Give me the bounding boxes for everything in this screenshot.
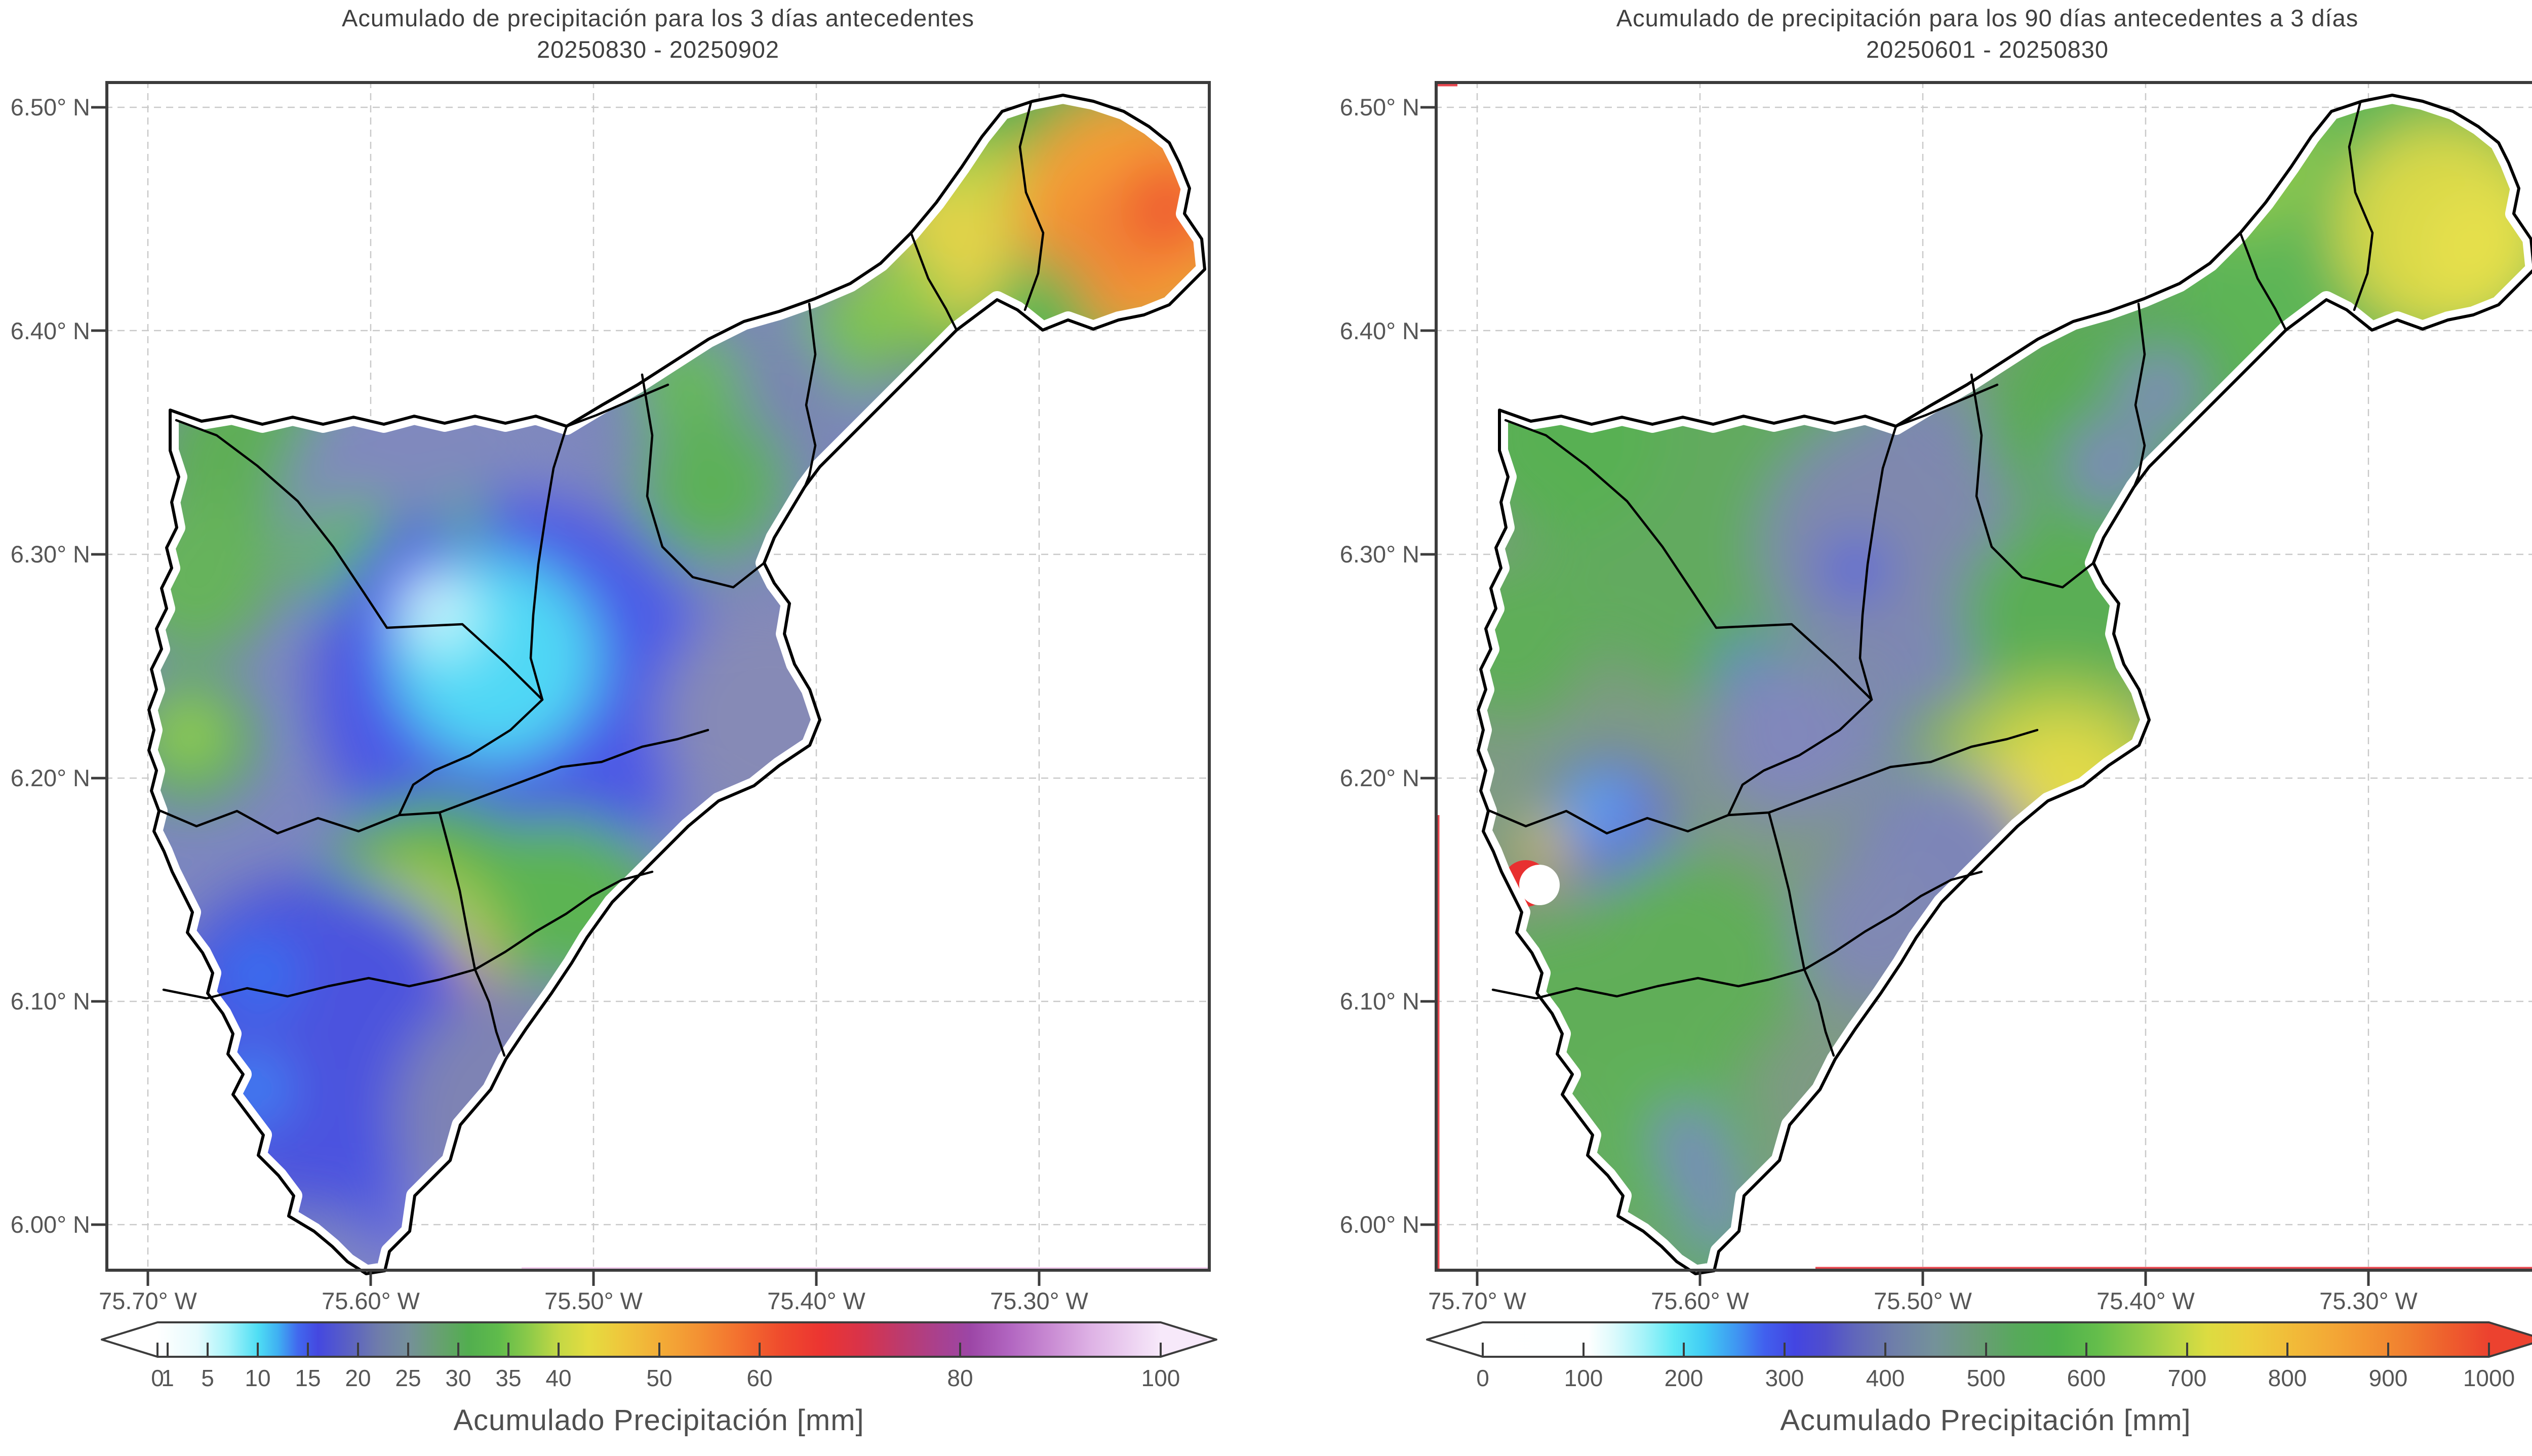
lon-tick-label: 75.30° W [990,1287,1088,1314]
colorbar-tick-label: 0 [1476,1365,1489,1391]
colorbar-tick-label: 0 [151,1365,164,1391]
lat-tick-label: 6.40° N [1339,317,1419,344]
nodata-spot [1519,865,1560,905]
colorbar-tick-label: 300 [1765,1365,1804,1391]
lat-tick-label: 6.50° N [10,94,90,120]
colorbar-tick-label: 20 [345,1365,371,1391]
lon-tick-label: 75.70° W [1428,1287,1526,1314]
colorbar-tick-label: 5 [201,1365,214,1391]
axes-box-left [105,81,1211,1272]
left-panel-subtitle: 20250830 - 20250902 [537,36,779,63]
axes-box-right [1435,81,2532,1272]
right-panel-title: Acumulado de precipitación para los 90 d… [1616,5,2359,31]
axis-ticks-right [1420,106,2370,1286]
lat-tick-label: 6.00° N [10,1211,90,1238]
colorbar-tick-label: 200 [1664,1365,1704,1391]
lon-tick-label: 75.30° W [2319,1287,2418,1314]
lon-tick-label: 75.70° W [99,1287,197,1314]
colorbar-label-right: Acumulado Precipitación [mm] [1780,1404,2191,1437]
colorbar-tick-label: 30 [445,1365,471,1391]
lat-tick-label: 6.30° N [10,541,90,568]
colorbar-right [1426,1321,2532,1358]
colorbar-tick-label: 40 [545,1365,572,1391]
colorbar-tick-label: 900 [2368,1365,2408,1391]
precipitation-field-left [149,95,1205,1274]
lon-tick-label: 75.50° W [1874,1287,1972,1314]
lat-tick-label: 6.20° N [1339,764,1419,791]
lat-tick-label: 6.40° N [10,317,90,344]
colorbar-tick-label: 100 [1141,1365,1180,1391]
colorbar-tick-label: 15 [295,1365,321,1391]
lat-tick-label: 6.00° N [1339,1211,1419,1238]
left-panel-title: Acumulado de precipitación para los 3 dí… [341,5,975,31]
lon-tick-label: 75.50° W [544,1287,643,1314]
colorbar-tick-label: 60 [746,1365,773,1391]
lon-tick-label: 75.40° W [767,1287,865,1314]
lon-tick-label: 75.60° W [1651,1287,1749,1314]
colorbar-tick-label: 80 [947,1365,973,1391]
colorbar-ticks-right [1482,1343,2490,1356]
lat-tick-label: 6.10° N [10,988,90,1015]
lat-tick-label: 6.30° N [1339,541,1419,568]
municipal-boundaries-right [1486,101,2374,1057]
right-panel-subtitle: 20250601 - 20250830 [1866,36,2109,63]
lat-tick-label: 6.20° N [10,764,90,791]
lon-tick-label: 75.60° W [322,1287,420,1314]
colorbar-tick-label: 1 [161,1365,174,1391]
colorbar-tick-label: 600 [2067,1365,2106,1391]
colorbar-left [101,1321,1217,1358]
colorbar-tick-label: 800 [2268,1365,2307,1391]
colorbar-tick-label: 500 [1966,1365,2006,1391]
lat-tick-label: 6.10° N [1339,988,1419,1015]
lat-tick-label: 6.50° N [1339,94,1419,120]
colorbar-tick-label: 10 [245,1365,271,1391]
colorbar-tick-label: 25 [395,1365,421,1391]
precipitation-field-right [1478,95,2532,1274]
axis-ticks-left [91,106,1041,1286]
colorbar-tick-label: 700 [2167,1365,2207,1391]
lon-tick-label: 75.40° W [2096,1287,2195,1314]
colorbar-tick-label: 100 [1564,1365,1603,1391]
map-right [1420,81,2532,1286]
colorbar-label-left: Acumulado Precipitación [mm] [453,1404,864,1437]
map-left [91,81,1211,1286]
colorbar-tick-label: 1000 [2463,1365,2515,1391]
colorbar-tick-label: 35 [495,1365,522,1391]
colorbar-tick-label: 50 [646,1365,672,1391]
colorbar-tick-label: 400 [1866,1365,1905,1391]
colorbar-ticks-left [156,1343,1162,1356]
municipal-boundaries-left [157,101,1045,1057]
